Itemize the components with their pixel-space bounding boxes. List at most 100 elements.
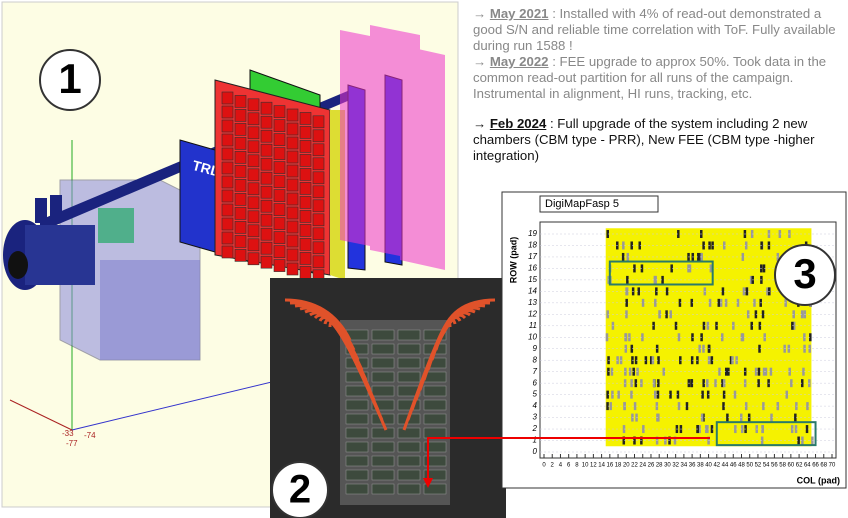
pad: [235, 137, 246, 149]
x-tick-label: 16: [606, 463, 613, 469]
pad: [287, 207, 298, 219]
pad: [300, 126, 311, 138]
board: [372, 470, 394, 480]
pad: [222, 218, 233, 230]
note-date: May 2022: [490, 54, 549, 69]
note: → Feb 2024 : Full upgrade of the system …: [473, 116, 845, 164]
pad: [300, 140, 311, 152]
pad: [235, 109, 246, 121]
pad: [248, 155, 259, 167]
hit: [666, 287, 669, 295]
axis-label: -77: [66, 439, 78, 448]
x-tick-label: 30: [664, 463, 671, 469]
pad: [248, 239, 259, 251]
pad: [261, 144, 272, 156]
magnet: [25, 225, 95, 285]
board: [346, 484, 368, 494]
pad: [274, 106, 285, 118]
pad: [222, 120, 233, 132]
x-tick-label: 26: [648, 463, 655, 469]
pad: [313, 144, 324, 156]
slide: TRD2D 1 -33 -74 -77 2 DigiMapFasp 5 0123…: [0, 0, 848, 518]
x-tick-label: 54: [763, 463, 770, 469]
x-tick-label: 10: [582, 463, 589, 469]
pad: [274, 148, 285, 160]
pad: [313, 228, 324, 240]
x-tick-label: 32: [672, 463, 679, 469]
notes: → May 2021 : Installed with 4% of read-o…: [473, 6, 845, 178]
hit: [758, 368, 761, 376]
pad: [287, 249, 298, 261]
pad: [313, 172, 324, 184]
x-tick-label: 28: [656, 463, 663, 469]
pad: [300, 252, 311, 264]
pad: [248, 183, 259, 195]
pad: [222, 204, 233, 216]
board: [398, 372, 420, 382]
x-tick-label: 20: [623, 463, 630, 469]
board: [346, 456, 368, 466]
x-tick-label: 38: [697, 463, 704, 469]
x-tick-label: 66: [812, 463, 819, 469]
pad: [222, 106, 233, 118]
pad: [235, 123, 246, 135]
board: [424, 386, 446, 396]
x-tick-label: 14: [598, 463, 605, 469]
pad: [313, 256, 324, 268]
hit: [686, 402, 689, 410]
board: [372, 344, 394, 354]
hit: [634, 402, 637, 410]
board: [424, 414, 446, 424]
y-axis-title: ROW (pad): [508, 237, 518, 284]
board: [398, 470, 420, 480]
note-date: Feb 2024: [490, 116, 546, 131]
pad: [300, 168, 311, 180]
x-tick-label: 52: [755, 463, 762, 469]
board: [346, 428, 368, 438]
x-tick-label: 50: [746, 463, 753, 469]
pad: [248, 141, 259, 153]
hit: [762, 310, 765, 318]
pink-planes: [340, 25, 445, 270]
pad: [287, 221, 298, 233]
pad: [248, 127, 259, 139]
pad: [274, 162, 285, 174]
hit: [678, 333, 681, 341]
pad: [313, 130, 324, 142]
module: [98, 208, 134, 243]
hit: [642, 299, 645, 307]
pad: [261, 130, 272, 142]
pad: [248, 253, 259, 265]
board: [398, 456, 420, 466]
pad: [300, 154, 311, 166]
y-tick-label: 4: [533, 401, 538, 410]
pad: [235, 179, 246, 191]
x-tick-label: 36: [689, 463, 696, 469]
pad: [287, 165, 298, 177]
pad: [274, 120, 285, 132]
board: [372, 386, 394, 396]
y-tick-label: 5: [533, 390, 538, 399]
pad: [287, 123, 298, 135]
note: → May 2022 : FEE upgrade to approx 50%. …: [473, 54, 845, 102]
x-tick-label: 12: [590, 463, 597, 469]
board: [346, 414, 368, 424]
x-tick-label: 58: [779, 463, 786, 469]
x-tick-label: 48: [738, 463, 745, 469]
hit: [626, 287, 629, 295]
pad: [287, 109, 298, 121]
pad: [274, 204, 285, 216]
pad: [222, 232, 233, 244]
pmt: [50, 195, 62, 220]
pad: [261, 214, 272, 226]
pad: [300, 112, 311, 124]
x-tick-label: 34: [681, 463, 688, 469]
board: [398, 484, 420, 494]
hit: [770, 368, 773, 376]
board: [372, 484, 394, 494]
pad: [287, 151, 298, 163]
y-tick-label: 13: [528, 298, 537, 307]
pad: [261, 102, 272, 114]
pad: [222, 162, 233, 174]
board: [398, 428, 420, 438]
